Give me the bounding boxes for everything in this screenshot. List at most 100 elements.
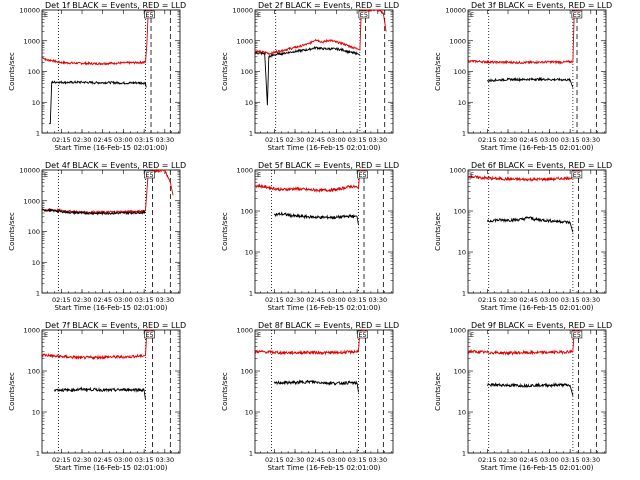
y-tick-label: 1000 <box>23 197 40 205</box>
y-tick-label: 10 <box>458 249 466 257</box>
subplot-4: Det 4f BLACK = Events, RED = LLD 1 10 100 10… <box>8 161 186 312</box>
y-tick-label: 1000 <box>449 327 466 335</box>
box-label: E5 <box>145 171 153 179</box>
x-tick-label: 03:15 <box>135 456 154 464</box>
events-series-line <box>53 386 146 400</box>
x-tick-label: 03:00 <box>540 296 559 304</box>
y-tick-label: 1 <box>249 290 253 298</box>
y-axis-label: Counts/sec <box>8 372 16 411</box>
e5-box <box>357 330 368 339</box>
y-axis-label: Counts/sec <box>8 212 16 251</box>
x-tick-label: 03:00 <box>540 456 559 464</box>
y-axis-label: Counts/sec <box>434 212 442 251</box>
marker-label: E <box>470 171 474 179</box>
plot-frame <box>41 169 181 294</box>
x-tick-label: 03:15 <box>348 136 367 144</box>
x-tick-label: 02:30 <box>73 456 92 464</box>
chart-title: Det 2f BLACK = Events, RED = LLD <box>258 1 399 10</box>
lld-series-line <box>467 169 579 183</box>
subplot-7: Det 7f BLACK = Events, RED = LLD 1 10 100 10… <box>8 321 186 472</box>
e5-box <box>358 10 370 19</box>
subplot-5: Det 5f BLACK = Events, RED = LLD 1 10 100 10… <box>221 161 399 312</box>
y-tick-label: 10 <box>245 249 253 257</box>
x-tick-label: 02:45 <box>306 296 325 304</box>
y-tick-label: 1 <box>249 450 253 458</box>
marker-label: E <box>44 11 48 19</box>
y-tick-label: 1000 <box>23 327 40 335</box>
plot-frame <box>254 169 394 294</box>
events-series-line <box>486 216 574 233</box>
box-label: E5 <box>358 171 366 179</box>
x-tick-label: 02:15 <box>52 456 71 464</box>
e5-box <box>144 330 155 339</box>
x-tick-label: 02:30 <box>73 296 92 304</box>
e5-box <box>571 330 583 339</box>
y-tick-label: 100 <box>241 368 253 376</box>
e5-box <box>144 10 155 19</box>
x-tick-label: 02:15 <box>52 296 71 304</box>
x-tick-label: 03:00 <box>327 456 346 464</box>
y-tick-label: 1 <box>36 290 40 298</box>
y-axis-label: Counts/sec <box>221 52 229 91</box>
y-tick-label: 10000 <box>232 7 253 15</box>
y-tick-label: 1000 <box>449 167 466 175</box>
chart-title: Det 5f BLACK = Events, RED = LLD <box>258 161 399 170</box>
x-tick-label: 03:30 <box>368 456 387 464</box>
chart-title: Det 4f BLACK = Events, RED = LLD <box>45 161 186 170</box>
y-tick-label: 100 <box>241 208 253 216</box>
x-tick-label: 02:30 <box>286 456 305 464</box>
x-tick-label: 02:15 <box>478 456 497 464</box>
x-axis-label: Start Time (16-Feb-15 02:01:00) <box>480 464 593 472</box>
y-tick-label: 1000 <box>23 37 40 45</box>
x-axis-label: Start Time (16-Feb-15 02:01:00) <box>54 304 167 312</box>
x-tick-label: 03:15 <box>135 296 154 304</box>
events-series-line <box>48 80 147 125</box>
chart-title: Det 3f BLACK = Events, RED = LLD <box>471 1 612 10</box>
x-tick-label: 03:15 <box>561 456 580 464</box>
y-axis-label: Counts/sec <box>221 212 229 251</box>
x-tick-label: 02:15 <box>265 136 284 144</box>
events-series-line <box>41 208 146 216</box>
y-tick-label: 10 <box>32 409 40 417</box>
y-tick-label: 10 <box>458 99 466 107</box>
events-series-line <box>254 45 361 106</box>
x-axis-label: Start Time (16-Feb-15 02:01:00) <box>267 144 380 152</box>
y-axis-label: Counts/sec <box>434 52 442 91</box>
x-tick-label: 03:00 <box>327 136 346 144</box>
x-tick-label: 02:30 <box>286 296 305 304</box>
box-label: E5 <box>358 331 366 339</box>
chart-title: Det 9f BLACK = Events, RED = LLD <box>471 321 612 330</box>
x-tick-label: 03:00 <box>114 456 133 464</box>
y-tick-label: 10000 <box>19 167 40 175</box>
x-tick-label: 02:15 <box>265 456 284 464</box>
x-tick-label: 03:30 <box>155 296 174 304</box>
subplot-6: Det 6f BLACK = Events, RED = LLD 1 10 100 10… <box>434 161 612 312</box>
e5-box <box>144 170 155 179</box>
marker-label: E <box>470 331 474 339</box>
box-label: E5 <box>145 331 153 339</box>
x-tick-label: 03:00 <box>114 136 133 144</box>
y-tick-label: 1 <box>462 130 466 138</box>
x-tick-label: 03:15 <box>348 456 367 464</box>
marker-label: E <box>44 331 48 339</box>
y-axis-label: Counts/sec <box>221 372 229 411</box>
marker-label: E <box>257 11 261 19</box>
chart-title: Det 1f BLACK = Events, RED = LLD <box>45 1 186 10</box>
y-tick-label: 10 <box>32 259 40 267</box>
y-tick-label: 1 <box>36 130 40 138</box>
x-tick-label: 02:45 <box>306 136 325 144</box>
subplot-9: Det 9f BLACK = Events, RED = LLD 1 10 100 10… <box>434 321 612 472</box>
x-tick-label: 02:30 <box>499 456 518 464</box>
x-tick-label: 03:30 <box>368 296 387 304</box>
lld-series-line <box>467 9 579 65</box>
y-tick-label: 1 <box>462 290 466 298</box>
x-tick-label: 02:45 <box>93 136 112 144</box>
x-tick-label: 02:30 <box>499 136 518 144</box>
y-tick-label: 100 <box>28 368 40 376</box>
y-tick-label: 100 <box>454 208 466 216</box>
e5-box <box>571 10 583 19</box>
subplot-1: Det 1f BLACK = Events, RED = LLD 1 10 100 10… <box>8 1 186 152</box>
x-tick-label: 02:15 <box>52 136 71 144</box>
x-tick-label: 02:45 <box>519 456 538 464</box>
marker-label: E <box>257 331 261 339</box>
